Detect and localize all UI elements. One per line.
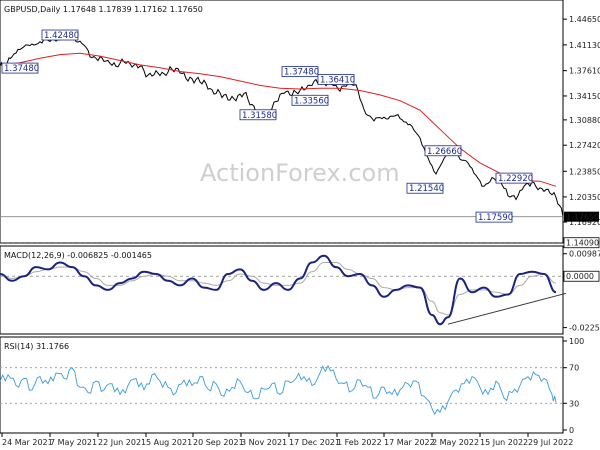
x-tick-label: 2 May 2022 bbox=[432, 438, 479, 447]
price-tag-box bbox=[563, 237, 600, 249]
x-tick-label: 1 Feb 2022 bbox=[337, 438, 382, 447]
rsi-y-tick-label: 70 bbox=[569, 364, 579, 373]
x-tick-label: 29 Jul 2022 bbox=[528, 438, 573, 447]
rsi-y-tick-label: 100 bbox=[569, 337, 584, 346]
price-panel-frame bbox=[0, 0, 564, 244]
price-chart-title: GBPUSD,Daily 1.17648 1.17839 1.17162 1.1… bbox=[4, 5, 203, 14]
price-y-tick-label: 1.30880 bbox=[569, 116, 600, 125]
price-y-tick-label: 1.23850 bbox=[569, 167, 600, 176]
x-tick-label: 20 Sep 2021 bbox=[193, 438, 244, 447]
price-level-box bbox=[317, 74, 355, 85]
price-level-label: 1.36410 bbox=[320, 75, 355, 85]
price-level-box bbox=[424, 145, 462, 157]
price-level-label: 1.37480 bbox=[284, 68, 319, 78]
rsi-y-tick-label: 30 bbox=[569, 399, 579, 408]
price-y-tick-label: 1.44650 bbox=[569, 15, 600, 24]
rsi-line bbox=[0, 364, 557, 416]
price-level-label: 1.26660 bbox=[427, 147, 462, 157]
price-level-box bbox=[281, 66, 319, 78]
price-level-label: 1.22920 bbox=[498, 174, 533, 184]
rsi-title: RSI(14) 31.1766 bbox=[4, 342, 69, 351]
price-level-label: 1.37480 bbox=[4, 64, 39, 74]
price-tag: 1.14090 bbox=[563, 237, 600, 249]
price-level-box bbox=[406, 182, 444, 194]
price-level-box bbox=[291, 94, 329, 106]
macd-zero-tag: 0.0000 bbox=[566, 272, 594, 281]
price-level-box bbox=[495, 172, 533, 184]
price-level-label: 1.17590 bbox=[478, 213, 513, 223]
rsi-y-tick-label: 0 bbox=[569, 426, 574, 435]
macd-title: MACD(12,26,9) -0.006825 -0.001465 bbox=[4, 251, 152, 260]
rsi-panel-frame bbox=[0, 336, 564, 434]
x-tick-label: 15 Jun 2022 bbox=[480, 438, 528, 447]
watermark: ActionForex.com bbox=[200, 159, 400, 187]
x-tick-label: 7 May 2021 bbox=[50, 438, 97, 447]
price-y-tick-label: 1.37610 bbox=[569, 67, 600, 76]
price-level-box bbox=[475, 211, 513, 223]
macd-trendline bbox=[447, 292, 567, 325]
macd-zero-tag-box bbox=[563, 270, 600, 282]
price-y-tick-label: 1.16920 bbox=[569, 218, 600, 227]
x-tick-label: 5 Aug 2021 bbox=[146, 438, 192, 447]
price-level-label: 1.42480 bbox=[44, 31, 79, 41]
price-y-tick-label: 1.34150 bbox=[569, 92, 600, 101]
macd-y-tick-label: 0.009872 bbox=[569, 250, 600, 259]
price-level-box bbox=[1, 62, 39, 74]
price-tag-label: 1.17650 bbox=[566, 213, 599, 222]
price-level-box bbox=[239, 109, 277, 121]
macd-line bbox=[0, 254, 557, 326]
x-tick-label: 17 Dec 2021 bbox=[289, 438, 340, 447]
x-tick-label: 22 Jun 2021 bbox=[98, 438, 146, 447]
price-tag-box bbox=[564, 211, 599, 222]
price-y-tick-label: 1.20350 bbox=[569, 193, 600, 202]
x-tick-label: 24 Mar 2021 bbox=[2, 438, 53, 447]
x-tick-label: 3 Nov 2021 bbox=[241, 438, 287, 447]
price-tag-label: 1.14090 bbox=[566, 239, 599, 248]
macd-y-tick-label: -0.022516 bbox=[569, 324, 600, 333]
price-level-label: 1.21540 bbox=[409, 184, 444, 194]
price-y-tick-label: 1.27420 bbox=[569, 141, 600, 150]
price-level-box bbox=[41, 29, 79, 41]
x-tick-label: 17 Mar 2022 bbox=[384, 438, 435, 447]
price-level-label: 1.33560 bbox=[294, 96, 329, 106]
ema-series-line bbox=[0, 52, 557, 187]
macd-panel-frame bbox=[0, 245, 564, 335]
price-series-line bbox=[0, 33, 564, 217]
price-level-label: 1.31580 bbox=[242, 111, 277, 121]
price-tag: 1.17650 bbox=[564, 211, 599, 222]
price-y-tick-label: 1.41130 bbox=[569, 41, 600, 50]
